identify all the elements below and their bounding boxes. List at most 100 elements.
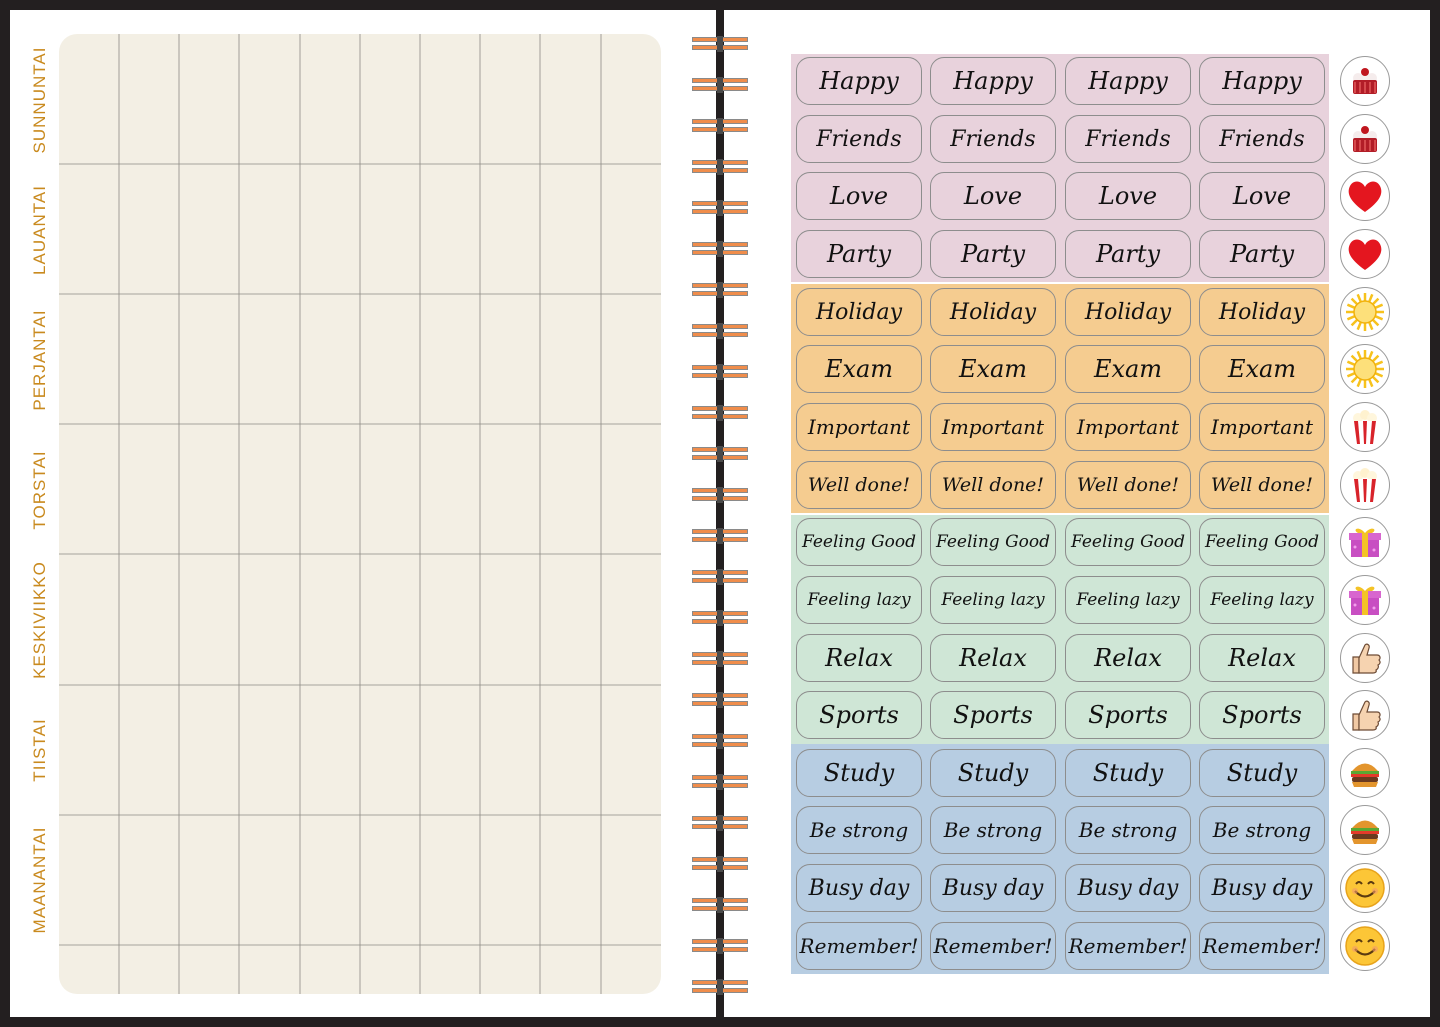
sticker-busy-day[interactable]: Busy day (1199, 864, 1325, 912)
gift-icon[interactable] (1340, 517, 1390, 567)
sticker-remember[interactable]: Remember! (1065, 922, 1191, 970)
sticker-study[interactable]: Study (796, 749, 922, 797)
burger-icon[interactable] (1340, 748, 1390, 798)
cupcake-icon[interactable] (1340, 114, 1390, 164)
gift-icon[interactable] (1340, 575, 1390, 625)
sticker-sports[interactable]: Sports (1065, 691, 1191, 739)
sticker-love[interactable]: Love (1199, 172, 1325, 220)
sticker-exam[interactable]: Exam (796, 345, 922, 393)
binding-ring (692, 569, 748, 585)
popcorn-icon[interactable] (1340, 460, 1390, 510)
heart-icon[interactable] (1340, 229, 1390, 279)
day-label-torstai: TORSTAI (30, 450, 49, 530)
binding-ring (692, 159, 748, 175)
sticker-happy[interactable]: Happy (930, 57, 1056, 105)
spine (716, 0, 724, 1027)
sticker-friends[interactable]: Friends (796, 115, 922, 163)
sticker-relax[interactable]: Relax (1199, 634, 1325, 682)
sticker-party[interactable]: Party (1065, 230, 1191, 278)
day-label-keskiviikko: KESKIVIIKKO (30, 561, 49, 679)
sticker-busy-day[interactable]: Busy day (796, 864, 922, 912)
sticker-holiday[interactable]: Holiday (1065, 288, 1191, 336)
smiley-icon[interactable] (1340, 863, 1390, 913)
sticker-exam[interactable]: Exam (930, 345, 1056, 393)
binding-ring (692, 774, 748, 790)
sticker-friends[interactable]: Friends (930, 115, 1056, 163)
binding-ring (692, 651, 748, 667)
sticker-party[interactable]: Party (930, 230, 1056, 278)
binding-ring (692, 118, 748, 134)
day-label-sunnuntai: SUNNUNTAI (30, 46, 49, 154)
sticker-feeling-lazy[interactable]: Feeling lazy (1199, 576, 1325, 624)
sticker-be-strong[interactable]: Be strong (796, 806, 922, 854)
sticker-busy-day[interactable]: Busy day (1065, 864, 1191, 912)
heart-icon[interactable] (1340, 171, 1390, 221)
sticker-important[interactable]: Important (796, 403, 922, 451)
cupcake-icon[interactable] (1340, 56, 1390, 106)
sticker-study[interactable]: Study (1199, 749, 1325, 797)
sticker-relax[interactable]: Relax (930, 634, 1056, 682)
day-label-tiistai: TIISTAI (30, 718, 49, 782)
sticker-study[interactable]: Study (930, 749, 1056, 797)
sticker-sports[interactable]: Sports (796, 691, 922, 739)
sticker-happy[interactable]: Happy (796, 57, 922, 105)
sun-icon[interactable] (1340, 344, 1390, 394)
sticker-relax[interactable]: Relax (1065, 634, 1191, 682)
sticker-friends[interactable]: Friends (1065, 115, 1191, 163)
sticker-holiday[interactable]: Holiday (930, 288, 1056, 336)
day-label-lauantai: LAUANTAI (30, 185, 49, 275)
sticker-holiday[interactable]: Holiday (796, 288, 922, 336)
sticker-be-strong[interactable]: Be strong (930, 806, 1056, 854)
sticker-sports[interactable]: Sports (1199, 691, 1325, 739)
binding-ring (692, 446, 748, 462)
sticker-holiday[interactable]: Holiday (1199, 288, 1325, 336)
sticker-remember[interactable]: Remember! (1199, 922, 1325, 970)
sticker-be-strong[interactable]: Be strong (1065, 806, 1191, 854)
sticker-friends[interactable]: Friends (1199, 115, 1325, 163)
sticker-be-strong[interactable]: Be strong (1199, 806, 1325, 854)
smiley-icon[interactable] (1340, 921, 1390, 971)
sticker-feeling-lazy[interactable]: Feeling lazy (930, 576, 1056, 624)
sticker-party[interactable]: Party (796, 230, 922, 278)
grid-lines (59, 34, 661, 994)
sticker-important[interactable]: Important (1199, 403, 1325, 451)
binding-ring (692, 241, 748, 257)
thumbs-up-icon[interactable] (1340, 633, 1390, 683)
sticker-happy[interactable]: Happy (1199, 57, 1325, 105)
sticker-feeling-good[interactable]: Feeling Good (796, 518, 922, 566)
sticker-feeling-good[interactable]: Feeling Good (930, 518, 1056, 566)
binding-ring (692, 733, 748, 749)
sticker-study[interactable]: Study (1065, 749, 1191, 797)
sticker-love[interactable]: Love (930, 172, 1056, 220)
sticker-well-done[interactable]: Well done! (1199, 461, 1325, 509)
binding-ring (692, 36, 748, 52)
sticker-love[interactable]: Love (1065, 172, 1191, 220)
binding-ring (692, 692, 748, 708)
sticker-remember[interactable]: Remember! (930, 922, 1056, 970)
sticker-well-done[interactable]: Well done! (1065, 461, 1191, 509)
sticker-well-done[interactable]: Well done! (796, 461, 922, 509)
sticker-remember[interactable]: Remember! (796, 922, 922, 970)
sticker-love[interactable]: Love (796, 172, 922, 220)
burger-icon[interactable] (1340, 805, 1390, 855)
sun-icon[interactable] (1340, 287, 1390, 337)
binding-ring (692, 77, 748, 93)
sticker-feeling-lazy[interactable]: Feeling lazy (796, 576, 922, 624)
sticker-feeling-good[interactable]: Feeling Good (1065, 518, 1191, 566)
weekly-grid (59, 34, 661, 994)
sticker-happy[interactable]: Happy (1065, 57, 1191, 105)
sticker-feeling-good[interactable]: Feeling Good (1199, 518, 1325, 566)
sticker-sports[interactable]: Sports (930, 691, 1056, 739)
sticker-important[interactable]: Important (1065, 403, 1191, 451)
sticker-exam[interactable]: Exam (1065, 345, 1191, 393)
sticker-party[interactable]: Party (1199, 230, 1325, 278)
popcorn-icon[interactable] (1340, 402, 1390, 452)
thumbs-up-icon[interactable] (1340, 690, 1390, 740)
sticker-exam[interactable]: Exam (1199, 345, 1325, 393)
sticker-feeling-lazy[interactable]: Feeling lazy (1065, 576, 1191, 624)
sticker-important[interactable]: Important (930, 403, 1056, 451)
sticker-relax[interactable]: Relax (796, 634, 922, 682)
sticker-well-done[interactable]: Well done! (930, 461, 1056, 509)
sticker-busy-day[interactable]: Busy day (930, 864, 1056, 912)
binding-ring (692, 897, 748, 913)
